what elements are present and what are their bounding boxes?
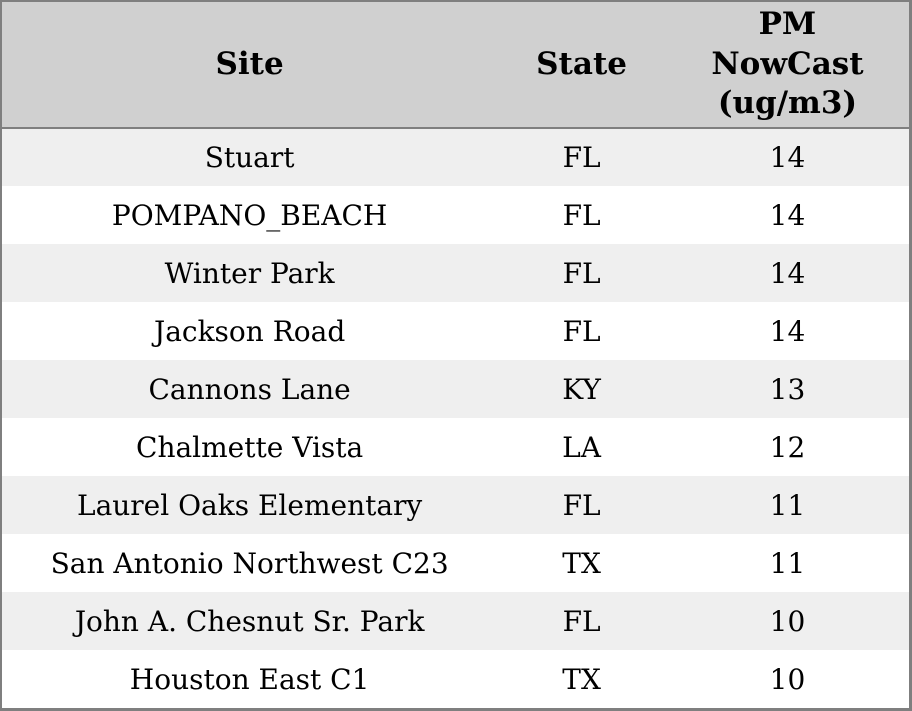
- pm-cell: 12: [769, 430, 806, 464]
- header-row: Site State PM NowCast (ug/m3): [2, 2, 909, 129]
- pm-cell: 10: [769, 662, 806, 696]
- state-cell: FL: [562, 488, 601, 522]
- table-row: Laurel Oaks Elementary FL 11: [2, 476, 909, 534]
- site-cell: Cannons Lane: [148, 372, 351, 406]
- table-row: Houston East C1 TX 10: [2, 650, 909, 708]
- pm-cell: 14: [769, 198, 806, 232]
- state-cell: FL: [562, 604, 601, 638]
- site-cell: POMPANO_BEACH: [111, 198, 388, 232]
- table-row: Stuart FL 14: [2, 128, 909, 186]
- pm-cell: 13: [769, 372, 806, 406]
- col-header-pm-nowcast: PM NowCast (ug/m3): [665, 2, 909, 129]
- table-header: Site State PM NowCast (ug/m3): [2, 2, 909, 129]
- pm-cell: 14: [769, 256, 806, 290]
- pm-cell: 14: [769, 314, 806, 348]
- pm-cell: 14: [769, 141, 806, 174]
- site-cell: Laurel Oaks Elementary: [76, 488, 423, 522]
- table-row: Jackson Road FL 14: [2, 302, 909, 360]
- table-row: POMPANO_BEACH FL 14: [2, 186, 909, 244]
- table-body: Stuart FL 14 POMPANO_BEACH FL 14 Winter …: [2, 128, 909, 708]
- table-row: San Antonio Northwest C23 TX 11: [2, 534, 909, 592]
- site-cell: San Antonio Northwest C23: [50, 546, 449, 580]
- pm-cell: 11: [769, 488, 806, 522]
- state-cell: LA: [562, 430, 601, 464]
- site-cell: Houston East C1: [129, 662, 370, 696]
- col-header-state: State: [497, 2, 666, 129]
- pm-cell: 11: [769, 546, 806, 580]
- site-cell: Winter Park: [164, 256, 335, 290]
- state-cell: FL: [562, 314, 601, 348]
- col-header-pm-nowcast-label: PM NowCast (ug/m3): [711, 5, 864, 122]
- state-cell: TX: [562, 662, 601, 696]
- state-cell: FL: [562, 141, 601, 174]
- table-row: John A. Chesnut Sr. Park FL 10: [2, 592, 909, 650]
- state-cell: FL: [562, 256, 601, 290]
- site-cell: John A. Chesnut Sr. Park: [74, 604, 425, 638]
- table-row: Cannons Lane KY 13: [2, 360, 909, 418]
- state-cell: TX: [562, 546, 601, 580]
- pm-cell: 10: [769, 604, 806, 638]
- state-cell: KY: [562, 372, 601, 406]
- site-cell: Jackson Road: [153, 314, 346, 348]
- table-row: Winter Park FL 14: [2, 244, 909, 302]
- table-row: Chalmette Vista LA 12: [2, 418, 909, 476]
- state-cell: FL: [562, 198, 601, 232]
- site-cell: Chalmette Vista: [136, 430, 364, 464]
- site-cell: Stuart: [204, 141, 295, 174]
- col-header-site: Site: [2, 2, 498, 129]
